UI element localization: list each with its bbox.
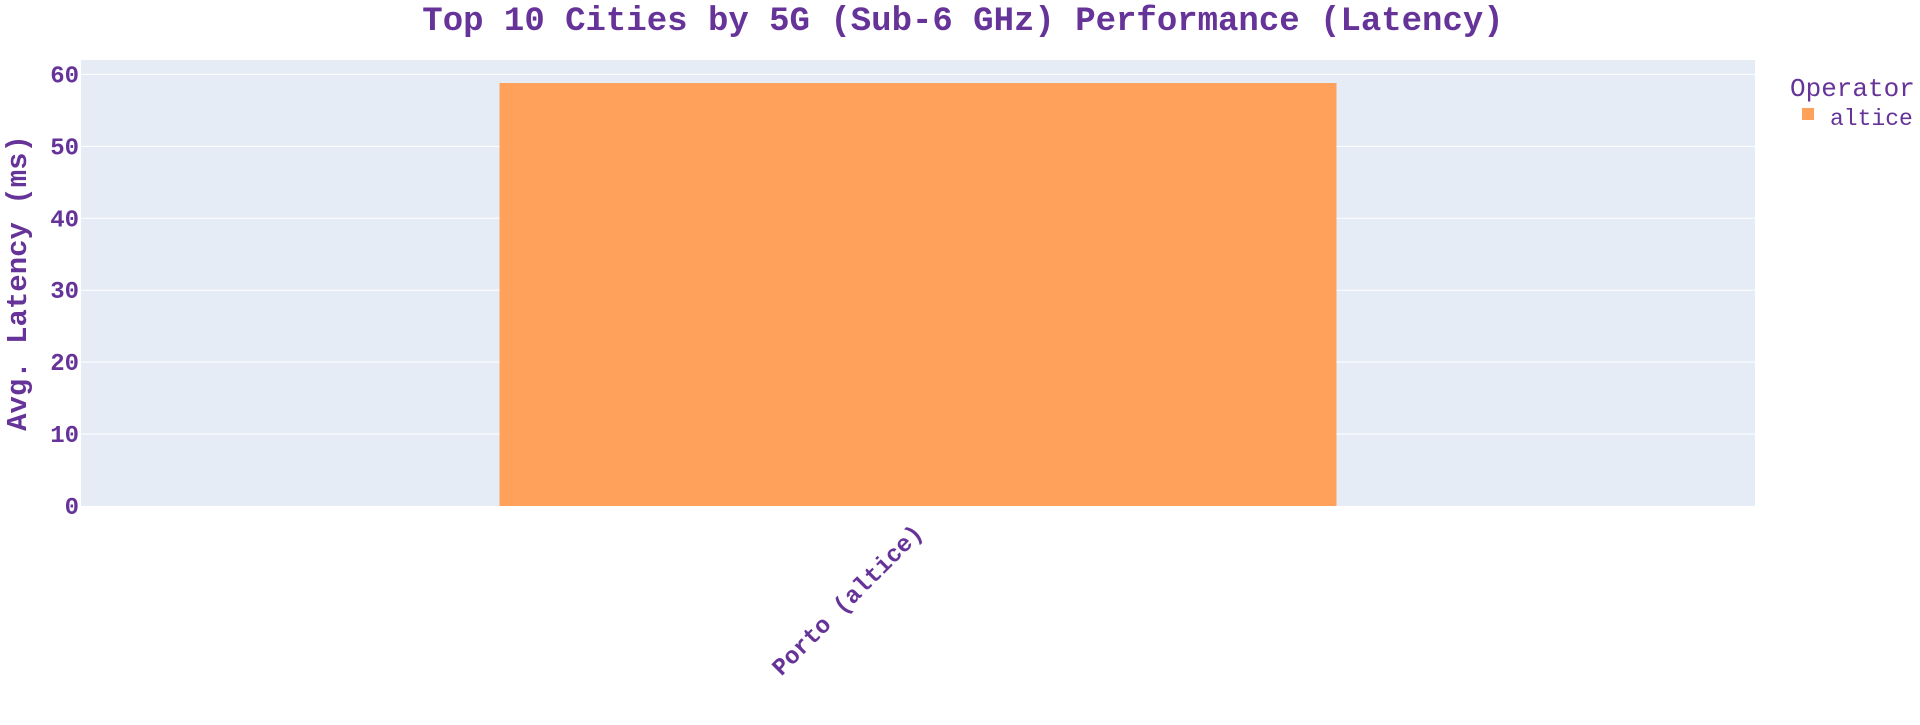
legend-swatch [1802,108,1814,120]
y-tick-label: 60 [50,63,79,90]
x-axis-ticks: Porto (altice) [768,521,930,683]
legend: Operator altice [1790,74,1915,132]
y-tick-label: 30 [50,279,79,306]
bar[interactable] [499,83,1337,507]
x-tick-label: Porto (altice) [768,521,930,683]
legend-title: Operator [1790,74,1915,104]
y-tick-label: 40 [50,207,79,234]
legend-item-label[interactable]: altice [1830,106,1913,132]
y-tick-label: 20 [50,351,79,378]
y-axis-ticks: 0 10 20 30 40 50 60 [50,63,79,522]
y-axis-label: Avg. Latency (ms) [2,135,35,431]
chart-title: Top 10 Cities by 5G (Sub-6 GHz) Performa… [422,3,1503,41]
y-tick-label: 10 [50,423,79,450]
bars [499,83,1337,507]
y-tick-label: 50 [50,135,79,162]
y-tick-label: 0 [65,495,79,522]
legend-items: altice [1802,106,1913,132]
